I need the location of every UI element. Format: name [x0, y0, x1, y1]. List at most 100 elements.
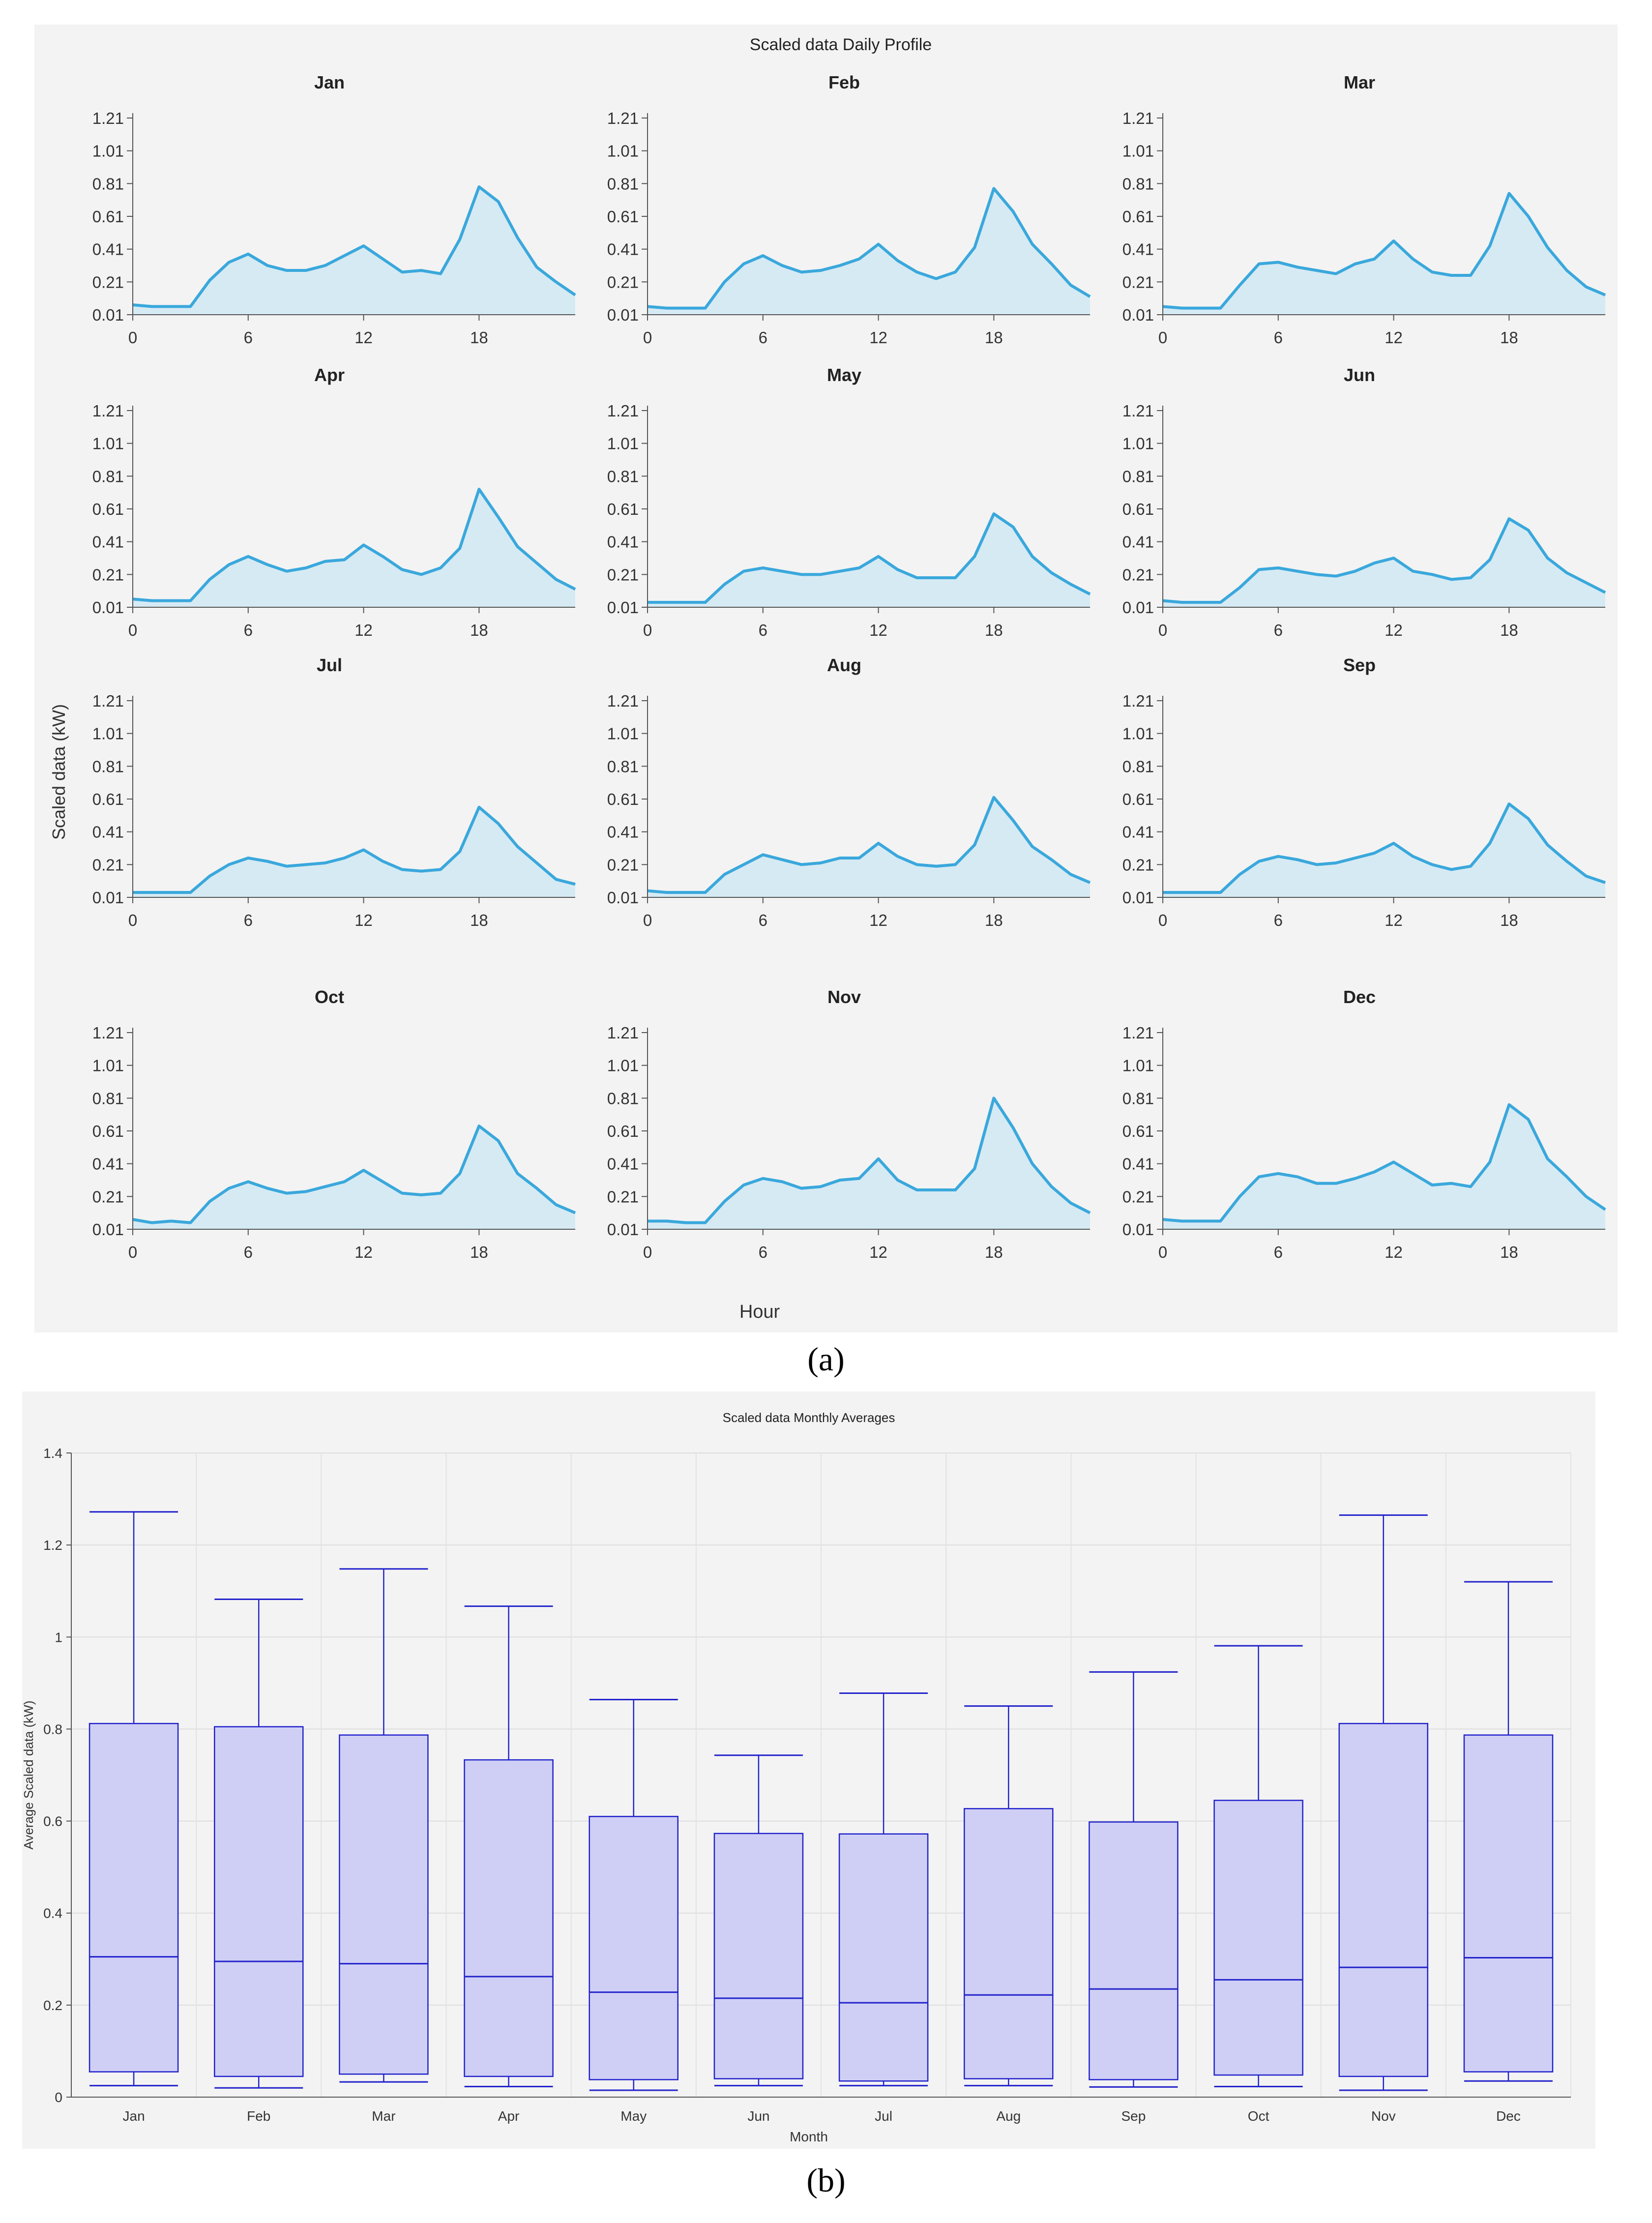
- y-tick-label: 0.81: [92, 175, 124, 193]
- y-tick-label: 0.21: [92, 1187, 124, 1206]
- box-nov: [1338, 1514, 1428, 2091]
- y-tick-label: 0.61: [607, 207, 639, 226]
- subplot-nov: Nov 0.01 0.21 0.41 0.61 0.81 1.01 1.21 0 6 12 18: [607, 987, 1091, 1261]
- box-iqr: [464, 1759, 554, 2077]
- x-axis-label: Month: [790, 2129, 828, 2144]
- box-mar: [339, 1568, 429, 2083]
- y-tick-label: 0.61: [1122, 500, 1154, 518]
- monthly-averages-panel: Scaled data Monthly Averages Month Average…: [21, 1392, 1595, 2149]
- y-tick-label: 0.81: [92, 1089, 124, 1107]
- box-apr: [464, 1605, 554, 2087]
- series-line: [1162, 1103, 1606, 1223]
- y-tick-label: 0.81: [607, 1089, 639, 1107]
- x-tick-label: 12: [354, 621, 373, 639]
- y-tick-label: 0.21: [607, 565, 639, 584]
- y-tick-label: 1.4: [43, 1446, 62, 1461]
- x-axis-label: Hour: [739, 1302, 780, 1322]
- x-tick-label: Sep: [1121, 2108, 1146, 2124]
- box-iqr: [1089, 1821, 1179, 2080]
- y-tick-label: 0.01: [607, 889, 639, 907]
- box-iqr: [339, 1734, 429, 2075]
- y-tick-label: 1.2: [43, 1538, 62, 1553]
- y-tick-label: 0.21: [1122, 273, 1154, 291]
- x-tick-label: 18: [1500, 911, 1518, 929]
- x-tick-label: 12: [1385, 911, 1403, 929]
- y-tick-label: 1.21: [607, 402, 639, 420]
- y-tick-label: 0.21: [607, 273, 639, 291]
- x-tick-label: 6: [1274, 328, 1283, 347]
- subplot-title: May: [827, 365, 861, 385]
- y-tick-label: 0.61: [1122, 1122, 1154, 1140]
- subplot-title: Jan: [314, 72, 345, 92]
- y-tick-label: 0.21: [607, 1187, 639, 1206]
- y-tick-label: 0.41: [1122, 1155, 1154, 1173]
- y-tick-label: 0.41: [607, 533, 639, 551]
- subplot-title: Jun: [1344, 365, 1375, 385]
- y-axis-label: Scaled data (kW): [49, 704, 69, 840]
- x-tick-label: 18: [985, 621, 1003, 639]
- subplot-title: Aug: [827, 655, 861, 675]
- y-tick-label: 0.21: [607, 856, 639, 874]
- y-tick-label: 1.01: [92, 1057, 124, 1075]
- series-line: [132, 185, 576, 308]
- panel-b-caption: (b): [806, 2162, 846, 2199]
- y-tick-label: 0.61: [607, 1122, 639, 1140]
- x-tick-label: 18: [470, 328, 488, 347]
- y-tick-label: 0.01: [92, 598, 124, 617]
- y-tick-label: 1: [55, 1630, 62, 1645]
- x-tick-label: 6: [1274, 911, 1283, 929]
- y-tick-label: 0.61: [607, 500, 639, 518]
- series-line: [648, 512, 1091, 604]
- x-tick-label: 12: [354, 911, 373, 929]
- y-tick-label: 1.21: [607, 692, 639, 710]
- x-tick-label: 0: [1158, 621, 1167, 639]
- series-line: [1162, 517, 1606, 604]
- y-tick-label: 0.01: [1122, 598, 1154, 617]
- y-tick-label: 1.21: [1122, 1024, 1154, 1042]
- y-tick-label: 0.61: [607, 790, 639, 808]
- series-area: [648, 1098, 1090, 1229]
- box-iqr: [88, 1722, 179, 2073]
- subplot-title: Apr: [314, 365, 345, 385]
- x-tick-label: 0: [643, 621, 652, 639]
- y-tick-label: 1.21: [92, 1024, 124, 1042]
- series-area: [1163, 193, 1605, 315]
- x-tick-label: May: [620, 2108, 647, 2124]
- subplot-may: May 0.01 0.21 0.41 0.61 0.81 1.01 1.21 0 6 12 18: [607, 365, 1091, 639]
- y-tick-label: 1.21: [607, 1024, 639, 1042]
- x-tick-label: 0: [128, 328, 137, 347]
- x-tick-label: 12: [1385, 328, 1403, 347]
- y-tick-label: 1.21: [92, 692, 124, 710]
- x-tick-label: 12: [869, 1243, 887, 1261]
- y-tick-label: 1.21: [607, 109, 639, 127]
- box-jul: [838, 1692, 929, 2087]
- y-tick-label: 0.01: [1122, 1220, 1154, 1239]
- x-tick-label: Dec: [1496, 2108, 1521, 2124]
- x-tick-label: 18: [985, 328, 1003, 347]
- subplot-jul: Jul 0.01 0.21 0.41 0.61 0.81 1.01 1.21 0 6 12 18: [92, 655, 576, 929]
- y-tick-label: 0.01: [607, 598, 639, 617]
- subplot-title: Jul: [317, 655, 342, 675]
- y-tick-label: 1.01: [1122, 1057, 1154, 1075]
- x-tick-label: 0: [643, 1243, 652, 1261]
- y-tick-label: 0.4: [43, 1906, 62, 1921]
- x-tick-label: 6: [759, 911, 767, 929]
- series-area: [1163, 804, 1605, 897]
- chart-title: Scaled data Monthly Averages: [723, 1410, 895, 1425]
- subplot-title: Sep: [1343, 655, 1376, 675]
- x-tick-label: 0: [1158, 328, 1167, 347]
- y-tick-label: 0.01: [607, 1220, 639, 1239]
- y-tick-label: 0.41: [607, 240, 639, 259]
- box-iqr: [838, 1833, 929, 2082]
- y-tick-label: 0.41: [607, 1155, 639, 1173]
- box-iqr: [964, 1808, 1054, 2079]
- y-tick-label: 1.01: [92, 142, 124, 160]
- series-area: [648, 797, 1090, 897]
- x-tick-label: 12: [1385, 1243, 1403, 1261]
- x-tick-label: 12: [1385, 621, 1403, 639]
- x-tick-label: 12: [354, 1243, 373, 1261]
- x-tick-label: 18: [985, 1243, 1003, 1261]
- y-tick-label: 1.21: [1122, 109, 1154, 127]
- x-tick-label: 12: [869, 621, 887, 639]
- subplot-dec: Dec 0.01 0.21 0.41 0.61 0.81 1.01 1.21 0 6 12 18: [1122, 987, 1606, 1261]
